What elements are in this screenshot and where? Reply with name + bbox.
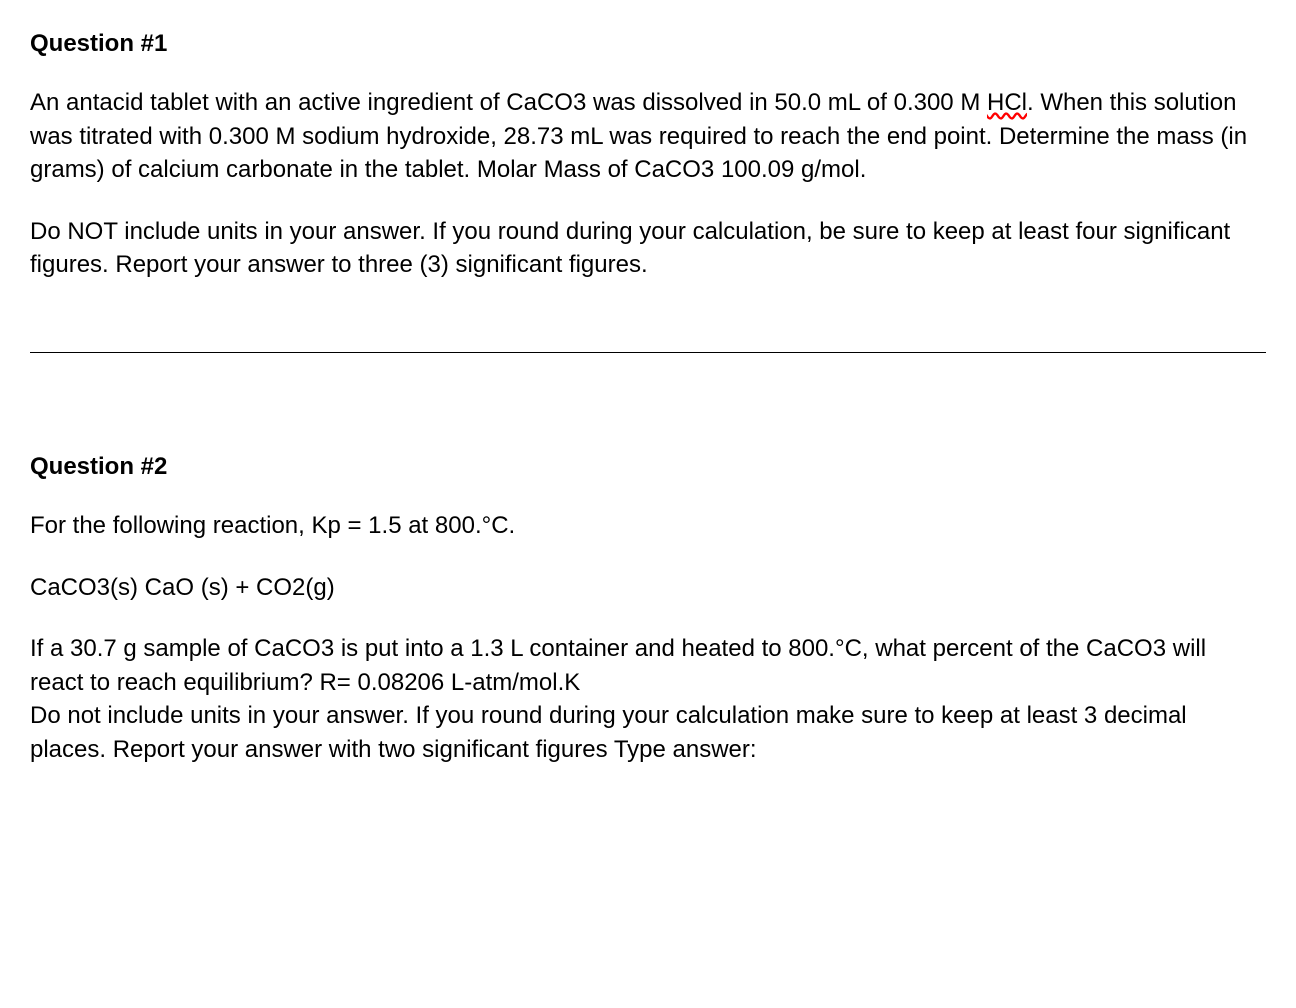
question-2-intro: For the following reaction, Kp = 1.5 at … bbox=[30, 509, 1266, 543]
question-2-equation: CaCO3(s) CaO (s) + CO2(g) bbox=[30, 571, 1266, 605]
question-2-body-text: If a 30.7 g sample of CaCO3 is put into … bbox=[30, 635, 1206, 696]
spellcheck-hcl: HCl bbox=[987, 89, 1027, 116]
question-2-instructions: Do not include units in your answer. If … bbox=[30, 702, 1187, 763]
question-2-container: Question #2 For the following reaction, … bbox=[30, 453, 1266, 767]
question-divider bbox=[30, 352, 1266, 353]
question-1-body-part1: An antacid tablet with an active ingredi… bbox=[30, 89, 987, 116]
question-1-container: Question #1 An antacid tablet with an ac… bbox=[30, 30, 1266, 282]
question-1-title: Question #1 bbox=[30, 30, 1266, 58]
question-2-title: Question #2 bbox=[30, 453, 1266, 481]
question-1-body: An antacid tablet with an active ingredi… bbox=[30, 86, 1266, 187]
question-1-instructions: Do NOT include units in your answer. If … bbox=[30, 215, 1266, 282]
question-2-body: If a 30.7 g sample of CaCO3 is put into … bbox=[30, 632, 1266, 766]
